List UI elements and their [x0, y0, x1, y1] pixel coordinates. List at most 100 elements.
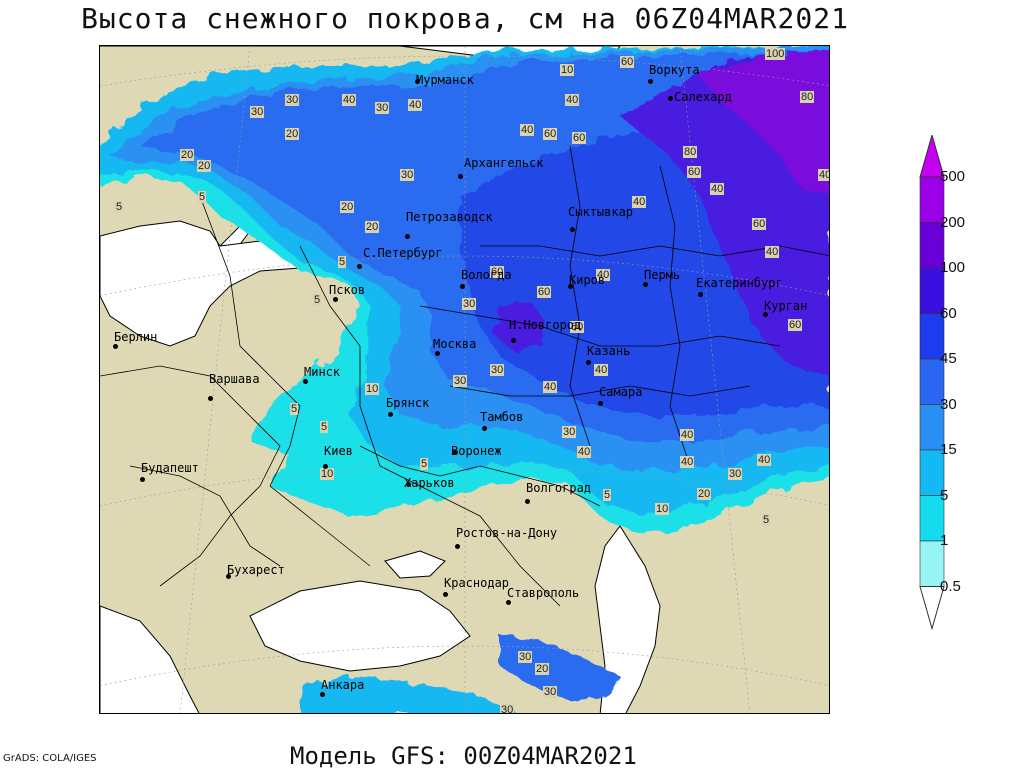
- contour-value-label: 40: [710, 183, 725, 195]
- contour-value-label: 20: [535, 663, 550, 675]
- city-label: С.Петербург: [363, 246, 443, 260]
- city-marker: [357, 264, 362, 269]
- city-marker: [208, 396, 213, 401]
- legend-level-label: 45: [940, 350, 957, 367]
- city-marker: [598, 401, 603, 406]
- contour-value-label: 20: [197, 160, 212, 172]
- city-label: Минск: [304, 365, 341, 379]
- city-marker: [455, 544, 460, 549]
- city-marker: [570, 227, 575, 232]
- contour-value-label: 60: [788, 319, 803, 331]
- contour-value-label: 10: [655, 503, 670, 515]
- legend-level-label: 1: [940, 532, 949, 549]
- contour-value-label: 5: [115, 201, 124, 213]
- contour-value-label: 40: [594, 364, 609, 376]
- contour-value-label: 40: [596, 269, 611, 281]
- city-label: Анкара: [321, 678, 365, 692]
- contour-value-label: 60: [687, 166, 702, 178]
- legend-swatch: [919, 313, 945, 360]
- contour-value-label: 40: [543, 381, 558, 393]
- contour-value-label: 30: [500, 704, 515, 714]
- legend-swatch: [919, 222, 945, 269]
- contour-value-label: 40: [818, 169, 829, 181]
- contour-value-label: 20: [340, 201, 355, 213]
- contour-value-label: 5: [290, 403, 299, 415]
- city-label: Москва: [433, 337, 477, 351]
- city-marker: [648, 79, 653, 84]
- city-marker: [388, 412, 393, 417]
- city-marker: [443, 592, 448, 597]
- city-marker: [763, 312, 768, 317]
- city-label: Киров: [569, 273, 606, 287]
- contour-value-label: 30: [728, 468, 743, 480]
- city-label: Ставрополь: [507, 586, 580, 600]
- legend-bar: [919, 133, 945, 631]
- city-marker: [303, 379, 308, 384]
- city-label: Курган: [764, 299, 808, 313]
- legend-level-label: 15: [940, 441, 957, 458]
- city-marker: [568, 284, 573, 289]
- contour-value-label: 5: [762, 514, 771, 526]
- city-label: Берлин: [114, 330, 158, 344]
- legend-level-label: 200: [940, 213, 966, 231]
- legend-swatch: [919, 358, 945, 405]
- contour-value-label: 40: [565, 94, 580, 106]
- contour-value-label: 30: [462, 298, 477, 310]
- azov-sea: [384, 550, 446, 579]
- color-legend: [915, 133, 1024, 635]
- contour-value-label: 30: [562, 426, 577, 438]
- contour-value-label: 40: [408, 99, 423, 111]
- contour-value-label: 30: [250, 106, 265, 118]
- city-marker: [140, 477, 145, 482]
- legend-swatch: [919, 267, 945, 314]
- contour-value-label: 5: [338, 256, 347, 268]
- grads-credit: GrADS: COLA/IGES: [3, 753, 97, 764]
- city-label: Варшава: [209, 372, 260, 386]
- contour-value-label: 30: [400, 169, 415, 181]
- city-label: Архангельск: [464, 156, 544, 170]
- city-marker: [511, 338, 516, 343]
- contour-value-label: 40: [757, 454, 772, 466]
- city-marker: [333, 297, 338, 302]
- contour-value-label: 30: [375, 102, 390, 114]
- city-label: Воронеж: [451, 444, 502, 458]
- contour-value-label: 20: [365, 221, 380, 233]
- contour-value-label: 30: [453, 375, 468, 387]
- contour-value-label: 5: [603, 489, 612, 501]
- legend-swatch: [919, 404, 945, 451]
- country-borders: [100, 145, 829, 607]
- city-marker: [415, 79, 420, 84]
- city-label: Сыктывкар: [568, 205, 634, 219]
- contour-value-label: 60: [572, 132, 587, 144]
- city-label: Будапешт: [141, 461, 199, 475]
- contour-value-label: 5: [320, 421, 329, 433]
- legend-level-label: 100: [940, 259, 966, 276]
- city-label: Тамбов: [480, 410, 524, 424]
- contour-value-label: 10: [560, 64, 575, 76]
- contour-value-label: 5: [313, 294, 322, 306]
- contour-value-label: 40: [342, 94, 357, 106]
- city-marker: [586, 360, 591, 365]
- contour-value-label: 40: [632, 196, 647, 208]
- legend-level-label: 30: [940, 395, 957, 413]
- contour-value-label: 80: [800, 91, 815, 103]
- city-marker: [698, 292, 703, 297]
- city-marker: [320, 692, 325, 697]
- city-marker: [435, 351, 440, 356]
- contour-value-label: 60: [752, 218, 767, 230]
- contour-value-label: 60: [490, 266, 505, 278]
- snow-depth-map: 1060100804040304030302040606080604040202…: [99, 45, 830, 714]
- city-label: Волгоград: [526, 481, 592, 495]
- caspian-sea: [594, 525, 661, 713]
- lat-lon-grid: [100, 46, 829, 713]
- city-label: Казань: [587, 344, 631, 358]
- contour-value-label: 40: [577, 446, 592, 458]
- black-sea: [249, 580, 471, 672]
- contour-value-label: 30: [490, 364, 505, 376]
- city-marker: [113, 344, 118, 349]
- city-marker: [453, 450, 458, 455]
- city-marker: [460, 284, 465, 289]
- mediterranean-sea: [100, 605, 200, 713]
- contour-value-label: 5: [420, 458, 429, 470]
- contour-value-label: 100: [765, 48, 786, 60]
